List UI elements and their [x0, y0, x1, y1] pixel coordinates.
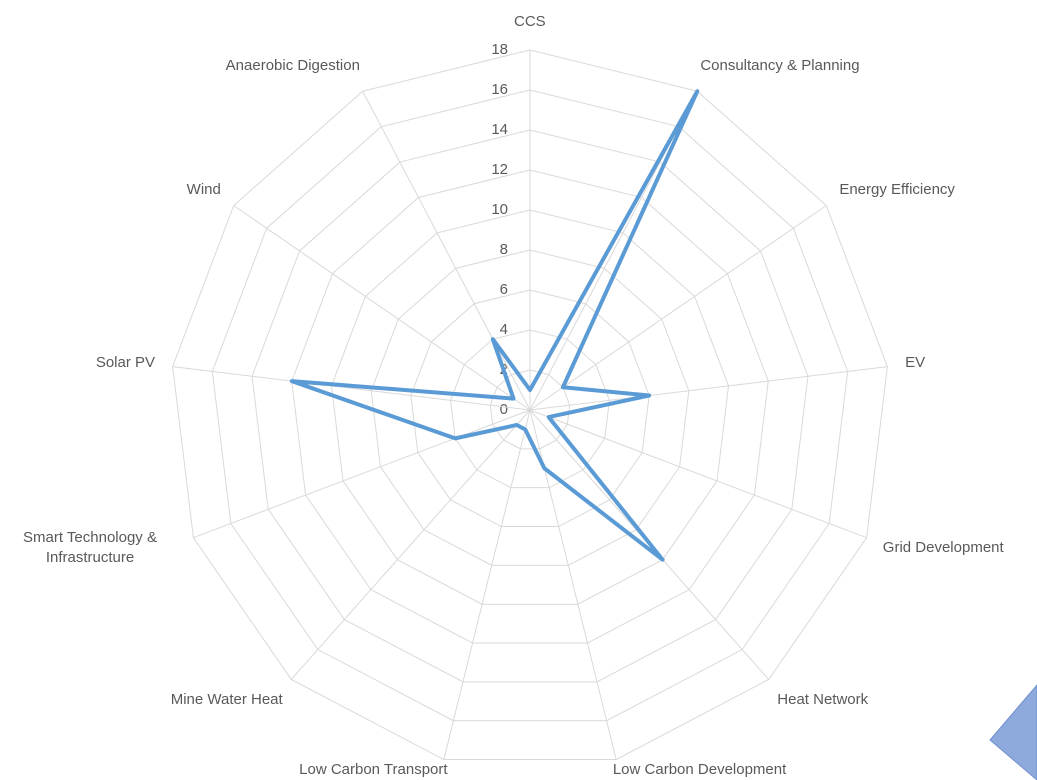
category-label: Mine Water Heat: [170, 691, 283, 709]
category-label: Low Carbon Transport: [299, 761, 448, 778]
category-label: Energy Efficiency: [839, 180, 955, 198]
grid-ring: [211, 89, 849, 722]
r-tick-label: 6: [500, 281, 508, 298]
r-tick-label: 0: [500, 401, 508, 418]
r-tick-label: 4: [500, 321, 508, 338]
category-label: Solar PV: [95, 354, 156, 372]
r-tick-label: 10: [491, 201, 508, 218]
spoke: [529, 409, 867, 539]
grid-ring: [370, 249, 690, 566]
r-tick-label: 12: [491, 161, 508, 178]
spoke: [290, 409, 531, 680]
category-label: Heat Network: [777, 691, 869, 709]
category-label: CCS: [514, 13, 546, 30]
spoke: [193, 409, 531, 539]
category-label: Grid Development: [882, 538, 1004, 556]
radar-line: [289, 89, 700, 562]
grid-ring: [450, 329, 610, 489]
spoke: [362, 91, 531, 411]
spoke: [529, 366, 888, 411]
r-tick-label: 14: [491, 121, 508, 138]
grid-ring: [172, 49, 888, 761]
grid-ring: [251, 129, 809, 683]
grid-ring: [410, 289, 650, 528]
grid-ring: [291, 169, 769, 644]
category-label: Consultancy & Planning: [700, 57, 860, 75]
spoke: [233, 205, 531, 411]
spoke: [529, 205, 827, 411]
decor-shape: [989, 684, 1037, 780]
r-tick-label: 8: [500, 241, 508, 258]
spoke: [172, 366, 531, 411]
r-tick-label: 16: [491, 81, 508, 98]
grid-ring: [489, 369, 571, 450]
category-label: Low Carbon Development: [612, 761, 787, 778]
category-label: EV: [905, 354, 926, 372]
r-tick-label: 18: [491, 41, 508, 58]
spoke: [443, 409, 531, 760]
category-label: Wind: [186, 180, 221, 198]
category-label: Smart Technology & Infrastructure: [23, 528, 157, 566]
category-label: Anaerobic Digestion: [225, 57, 360, 75]
grid-ring: [330, 209, 730, 605]
